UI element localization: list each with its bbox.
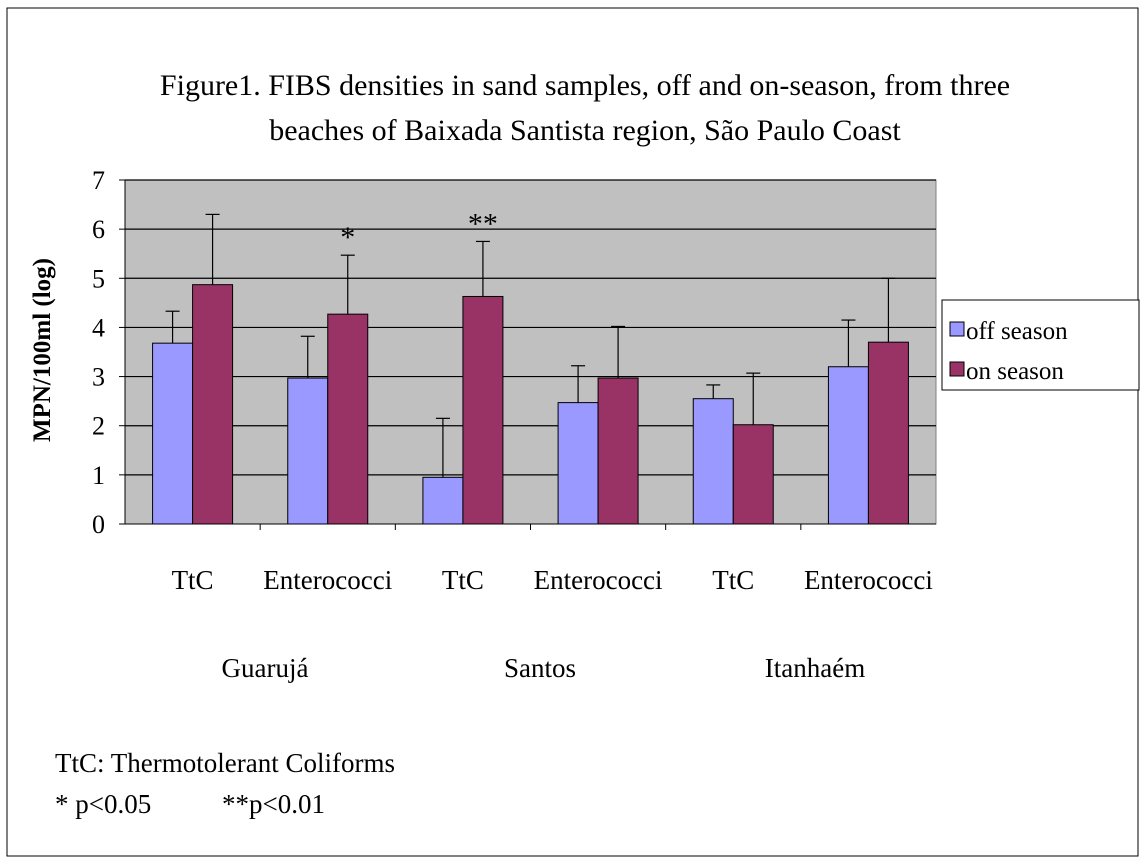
bar-off-season — [287, 377, 329, 525]
bar-off-season — [152, 342, 194, 525]
group-labels: Guarujá Santos Itanhaém — [222, 653, 866, 683]
y-tick-label: 2 — [92, 412, 105, 441]
footnote-p01: **p<0.01 — [222, 789, 325, 819]
y-axis-label: MPN/100ml (log) — [29, 258, 56, 442]
chart-title-line2: beaches of Baixada Santista region, São … — [269, 114, 901, 147]
group-label-santos: Santos — [504, 653, 576, 683]
legend-swatch-off-season — [949, 321, 965, 337]
bar-on-season — [327, 313, 369, 525]
bar-off-season — [422, 476, 464, 525]
footnote-p05: * p<0.05 — [55, 789, 151, 819]
significance-marker: ** — [468, 207, 498, 240]
bar-off-season — [827, 366, 869, 525]
footnote-ttc: TtC: Thermotolerant Coliforms — [55, 748, 395, 778]
bar-off-season — [692, 398, 734, 525]
legend-label-on-season: on season — [966, 358, 1064, 385]
y-tick-label: 0 — [92, 510, 105, 539]
bar-on-season — [732, 424, 774, 525]
bar-on-season — [462, 295, 504, 525]
y-tick-label: 1 — [92, 461, 105, 490]
chart-title-line1: Figure1. FIBS densities in sand samples,… — [160, 69, 1010, 102]
legend-label-off-season: off season — [966, 318, 1068, 345]
legend: off season on season — [941, 299, 1140, 391]
x-tick-label: Enterococci — [534, 565, 663, 595]
bar-on-season — [867, 341, 909, 525]
x-tick-label: TtC — [712, 565, 754, 595]
bar-on-season — [597, 377, 639, 525]
y-tick-label: 5 — [92, 264, 105, 293]
x-tick-label: TtC — [442, 565, 484, 595]
group-label-itanhaem: Itanhaém — [765, 653, 865, 683]
bar-off-season — [557, 402, 599, 525]
x-tick-label: Enterococci — [804, 565, 933, 595]
x-tick-label: TtC — [172, 565, 214, 595]
y-tick-label: 4 — [92, 313, 105, 342]
bar-on-season — [192, 284, 234, 525]
legend-box — [941, 299, 1140, 391]
x-tick-label: Enterococci — [263, 565, 392, 595]
group-label-guaruja: Guarujá — [222, 653, 309, 683]
significance-marker: * — [340, 221, 355, 254]
legend-swatch-on-season — [949, 361, 965, 377]
plot-area: 0 1 2 3 4 5 6 7 TtC Enterococci TtC Enterococci TtC E… — [92, 166, 937, 595]
plot-background — [124, 179, 937, 525]
y-tick-label: 3 — [92, 363, 105, 392]
y-tick-label: 6 — [92, 215, 105, 244]
y-tick-label: 7 — [92, 166, 105, 195]
